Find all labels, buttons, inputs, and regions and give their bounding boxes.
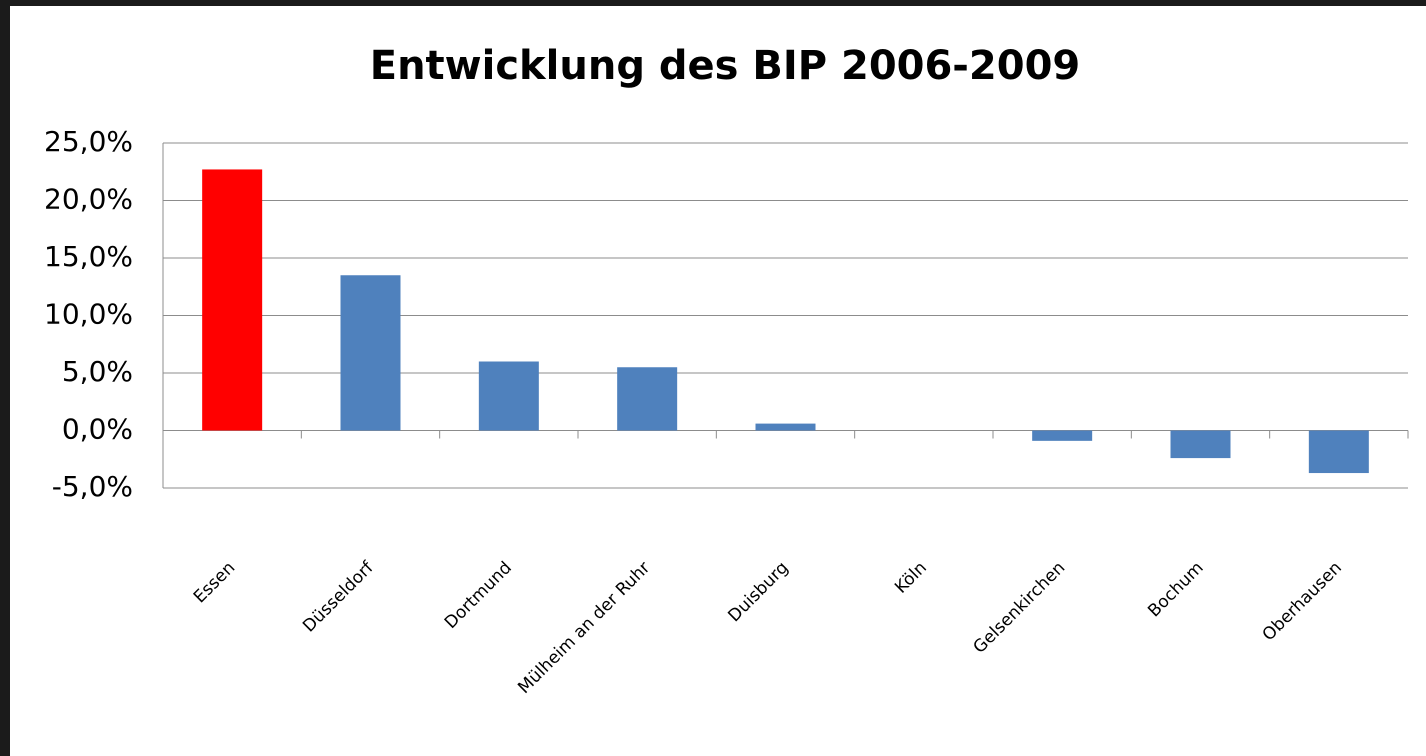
bar	[617, 367, 678, 431]
y-tick-label: 20,0%	[44, 183, 133, 216]
y-tick-label: -5,0%	[52, 470, 133, 503]
bar	[755, 423, 816, 431]
y-tick-label: 25,0%	[44, 125, 133, 158]
chart-title: Entwicklung des BIP 2006-2009	[370, 43, 1081, 89]
y-tick-label: 5,0%	[62, 355, 133, 388]
y-tick-label: 0,0%	[62, 413, 133, 446]
bar	[1032, 430, 1093, 441]
bar	[1170, 430, 1231, 459]
bar	[340, 275, 401, 431]
bar	[1308, 430, 1369, 474]
y-tick-label: 10,0%	[44, 298, 133, 331]
y-tick-label: 15,0%	[44, 240, 133, 273]
bar	[478, 361, 539, 431]
bar	[202, 169, 263, 431]
